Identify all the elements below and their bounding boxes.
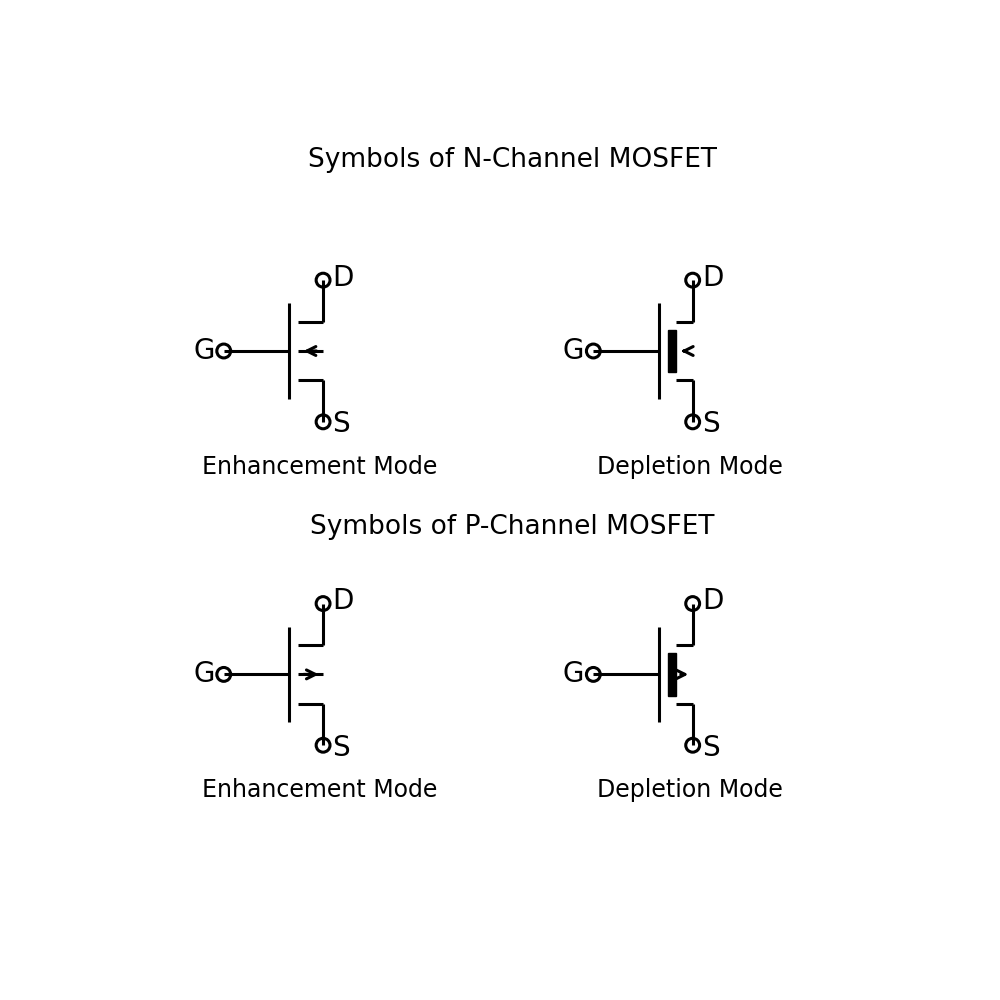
Text: Symbols of P-Channel MOSFET: Symbols of P-Channel MOSFET — [310, 514, 715, 540]
Text: S: S — [332, 734, 350, 762]
Text: D: D — [332, 264, 354, 292]
Text: Symbols of N-Channel MOSFET: Symbols of N-Channel MOSFET — [308, 147, 717, 173]
Text: S: S — [702, 410, 720, 438]
Bar — [668, 330, 676, 372]
Bar — [668, 653, 676, 696]
Text: Depletion Mode: Depletion Mode — [597, 778, 783, 802]
Text: G: G — [193, 660, 215, 688]
Text: D: D — [332, 587, 354, 615]
Text: G: G — [563, 660, 584, 688]
Text: G: G — [193, 337, 215, 365]
Text: D: D — [702, 264, 723, 292]
Text: Depletion Mode: Depletion Mode — [597, 455, 783, 479]
Text: S: S — [702, 734, 720, 762]
Text: G: G — [563, 337, 584, 365]
Text: S: S — [332, 410, 350, 438]
Text: Enhancement Mode: Enhancement Mode — [202, 455, 438, 479]
Text: D: D — [702, 587, 723, 615]
Text: Enhancement Mode: Enhancement Mode — [202, 778, 438, 802]
